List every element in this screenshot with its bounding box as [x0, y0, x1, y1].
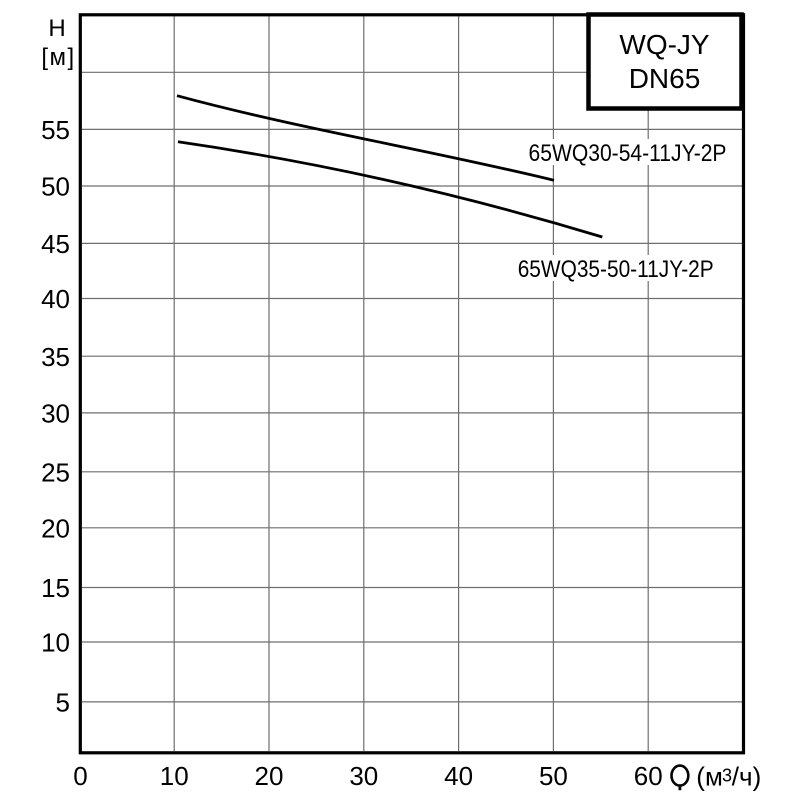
svg-text:30: 30 — [41, 399, 70, 429]
svg-text:50: 50 — [539, 761, 568, 791]
svg-text:40: 40 — [444, 761, 473, 791]
svg-text:[м]: [м] — [41, 44, 75, 71]
svg-text:20: 20 — [255, 761, 284, 791]
svg-text:60: 60 — [634, 761, 663, 791]
svg-text:10: 10 — [41, 628, 70, 658]
svg-text:WQ-JY: WQ-JY — [619, 29, 710, 60]
svg-text:/ч): /ч) — [732, 761, 761, 791]
svg-text:50: 50 — [41, 172, 70, 202]
svg-text:55: 55 — [41, 115, 70, 145]
svg-text:5: 5 — [56, 688, 70, 718]
svg-text:DN65: DN65 — [629, 63, 701, 94]
svg-text:20: 20 — [41, 514, 70, 544]
svg-text:25: 25 — [41, 458, 70, 488]
svg-text:40: 40 — [41, 284, 70, 314]
svg-text:0: 0 — [73, 761, 87, 791]
svg-text:H: H — [48, 15, 65, 42]
svg-text:65WQ30-54-11JY-2P: 65WQ30-54-11JY-2P — [529, 140, 727, 167]
svg-text:15: 15 — [41, 573, 70, 603]
svg-text:30: 30 — [349, 761, 378, 791]
svg-text:10: 10 — [160, 761, 189, 791]
svg-text:65WQ35-50-11JY-2P: 65WQ35-50-11JY-2P — [518, 256, 714, 283]
svg-text:45: 45 — [41, 229, 70, 259]
svg-text:3: 3 — [722, 766, 732, 786]
svg-text:35: 35 — [41, 342, 70, 372]
svg-text:(м: (м — [696, 761, 723, 791]
